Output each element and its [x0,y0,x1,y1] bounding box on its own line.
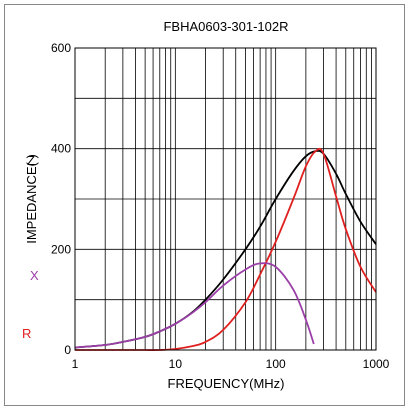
grid [75,48,376,350]
series-label-x: X [30,268,39,283]
x-tick-label: 10 [169,357,183,371]
plot-border [74,47,377,351]
chart-frame [4,4,405,406]
y-tick-label: 600 [51,41,71,55]
x-tick-label: 1 [72,357,79,371]
series-label-z: Z [27,153,35,168]
y-tick-label: 200 [51,242,71,256]
tick-labels: 1 10 100 1000 0 200 400 600 [51,41,390,371]
y-tick-label: 0 [64,343,71,357]
x-tick-label: 1000 [363,357,390,371]
x-tick-label: 100 [266,357,286,371]
y-axis-label: IMPEDANCE( ) [24,154,39,244]
chart-title: FBHA0603-301-102R [163,19,288,34]
x-axis-label: FREQUENCY(MHz) [168,376,285,391]
series-label-r: R [22,326,31,341]
y-tick-label: 400 [51,142,71,156]
series-line-x [74,262,315,349]
